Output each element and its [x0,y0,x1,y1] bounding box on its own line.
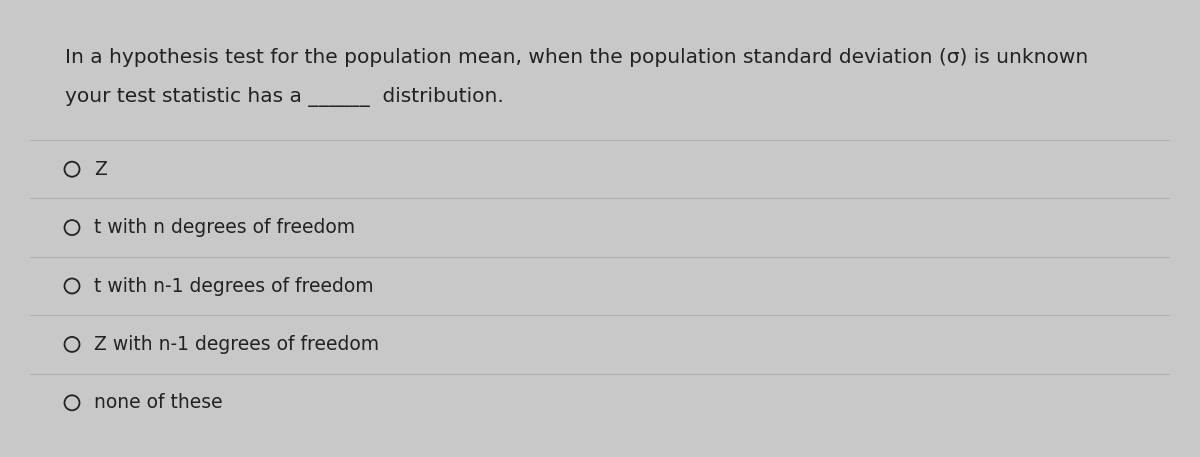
Text: In a hypothesis test for the population mean, when the population standard devia: In a hypothesis test for the population … [65,48,1088,67]
Text: Z with n-1 degrees of freedom: Z with n-1 degrees of freedom [95,335,379,354]
Text: t with n degrees of freedom: t with n degrees of freedom [95,218,355,237]
Text: none of these: none of these [95,393,223,412]
Text: t with n-1 degrees of freedom: t with n-1 degrees of freedom [95,276,374,296]
Text: Z: Z [95,159,107,179]
Text: your test statistic has a ______  distribution.: your test statistic has a ______ distrib… [65,87,504,107]
